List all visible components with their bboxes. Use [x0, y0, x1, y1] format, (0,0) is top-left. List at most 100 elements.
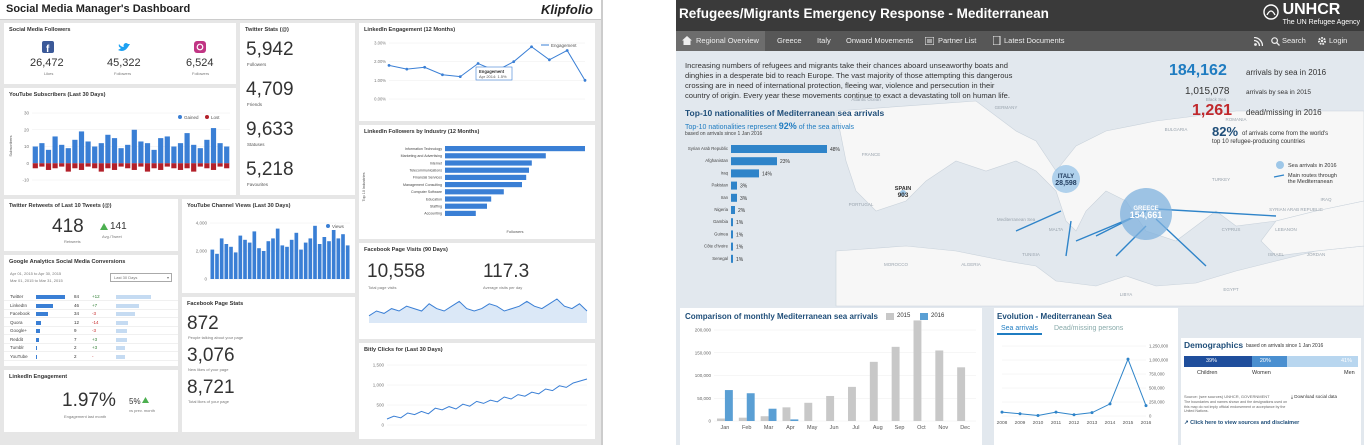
- tab-sea-arrivals[interactable]: Sea arrivals: [997, 325, 1042, 335]
- engagement-point: [458, 75, 462, 78]
- bar-2016: [746, 393, 755, 421]
- nav-label: Regional Overview: [696, 36, 759, 45]
- tab-dead-missing[interactable]: Dead/missing persons: [1054, 325, 1124, 332]
- klipfolio-logo[interactable]: Klipfolio: [541, 2, 593, 17]
- linkedin-engagement-delta-label: vs prev. month: [129, 408, 155, 413]
- twitter-followers-stat: 5,942: [246, 39, 294, 60]
- x-tick-label: Jun: [830, 425, 839, 431]
- evolution-point: [1108, 402, 1112, 406]
- men-pct: 41%: [1340, 358, 1352, 364]
- row-delta: +12: [92, 294, 100, 299]
- gained-bar: [98, 143, 104, 164]
- date-range-select[interactable]: Last 30 Days ▾: [110, 273, 172, 282]
- row-delta: +7: [92, 302, 98, 308]
- lost-bar: [217, 163, 223, 167]
- gained-bar: [217, 143, 223, 164]
- industry-label: Accounting: [424, 212, 442, 216]
- demographics-title: Demographics: [1184, 340, 1244, 350]
- y-tick-label: 1,500: [373, 363, 385, 368]
- bitly-clicks-panel: Bitly Clicks for (Last 30 Days) 1,500 1,0…: [359, 343, 595, 439]
- nationality-bar: [731, 242, 733, 251]
- row-label: LinkedIn: [10, 302, 28, 308]
- legend-views-swatch: [326, 224, 330, 228]
- twitter-followers-label: Followers: [114, 71, 132, 76]
- fb-talking-value: 872: [187, 313, 219, 334]
- lost-bar: [105, 163, 111, 169]
- x-tick-label: 2012: [1069, 420, 1080, 426]
- facebook-page-stats-panel: Facebook Page Stats 872 People talking a…: [182, 297, 355, 432]
- y-axis-label: Subscribers: [8, 135, 13, 156]
- row-value: 2: [74, 345, 77, 350]
- retweets-value: 418: [52, 216, 84, 237]
- dashboard-title: Social Media Manager's Dashboard: [6, 3, 191, 15]
- nav-italy[interactable]: Italy: [817, 36, 831, 45]
- row-label: Quora: [10, 319, 23, 325]
- nav-regional-overview[interactable]: Regional Overview: [676, 31, 765, 51]
- views-bar: [229, 246, 233, 279]
- legend-sea-arrivals-label: Sea arrivals in 2016: [1288, 163, 1337, 169]
- svg-text:f: f: [46, 44, 50, 53]
- route-arrow: [1155, 208, 1277, 217]
- views-bar: [224, 244, 229, 279]
- facebook-icon: f: [42, 41, 54, 53]
- gained-bar: [151, 149, 157, 164]
- women-pct: 20%: [1259, 358, 1271, 364]
- map-country-label: SYRIAN ARAB REPUBLIC: [1269, 207, 1324, 212]
- views-bar: [345, 245, 350, 279]
- nav-search[interactable]: Search: [1268, 31, 1312, 51]
- spain-value: 903: [898, 192, 909, 199]
- map-country-label: IRAQ: [1320, 197, 1332, 202]
- unhcr-logo[interactable]: UNHCR The UN Refugee Agency: [1262, 2, 1360, 27]
- row-sparkbar: [116, 303, 140, 308]
- y-tick-label: 10: [24, 144, 30, 149]
- up-arrow-icon: [100, 223, 108, 230]
- lost-bar: [131, 163, 137, 170]
- youtube-views-panel: YouTube Channel Views (Last 30 Days) Vie…: [182, 199, 355, 293]
- top10-share-value: 82%: [1212, 124, 1239, 139]
- nationality-bar: [731, 181, 737, 190]
- twitter-stats-panel: Twitter Stats (@) 5,942 Followers 4,709 …: [240, 23, 355, 195]
- monthly-arrivals-panel: Comparison of monthly Mediterranean sea …: [680, 308, 982, 445]
- gained-bar: [85, 141, 91, 164]
- y-tick-label: 0: [381, 423, 384, 428]
- women-segment: 20%: [1251, 356, 1287, 367]
- x-tick-label: 2014: [1105, 420, 1116, 426]
- bar-2015: [760, 416, 769, 421]
- unhcr-tagline: The UN Refugee Agency: [1282, 19, 1360, 26]
- gained-bar: [204, 139, 210, 164]
- panel-title: Twitter Retweets of Last 10 Tweets (@): [9, 203, 112, 209]
- arrivals-2015-label: arrivals by sea in 2015: [1246, 89, 1312, 96]
- nav-greece[interactable]: Greece: [777, 36, 802, 45]
- rss-icon[interactable]: [1254, 37, 1263, 46]
- gained-bar: [59, 144, 65, 164]
- nav-onward-movements[interactable]: Onward Movements: [846, 36, 914, 45]
- x-tick-label: Sep: [895, 425, 905, 431]
- x-tick-label: Jul: [852, 425, 859, 431]
- nav-partner-list[interactable]: Partner List: [920, 31, 982, 51]
- nationality-bar: [731, 169, 759, 178]
- sources-disclaimer-link[interactable]: ↗ Click here to view sources and disclai…: [1184, 420, 1299, 426]
- gained-bar: [72, 139, 78, 164]
- row-bar: [36, 346, 38, 350]
- y-tick-label: 0.00%: [374, 97, 386, 102]
- map-country-label: ISRAEL: [1268, 252, 1285, 257]
- panel-title: Bitly Clicks for (Last 30 Days): [364, 347, 443, 353]
- views-bar: [331, 230, 336, 279]
- klipfolio-dashboard: Social Media Manager's Dashboard Klipfol…: [0, 0, 603, 445]
- italy-bubble: [1052, 165, 1080, 193]
- row-bar: [36, 329, 40, 333]
- fb-total-likes-label: Total likes of your page: [188, 399, 229, 404]
- arrivals-2015-value: 1,015,078: [1185, 86, 1230, 97]
- gained-bar: [39, 143, 45, 164]
- x-tick-label: Mar: [764, 425, 774, 431]
- nav-latest-documents[interactable]: Latest Documents: [988, 31, 1070, 51]
- download-data-link[interactable]: ⤓ Download social data: [1291, 394, 1337, 399]
- y-tick-label: 30: [24, 111, 30, 116]
- row-bar: [36, 295, 65, 299]
- x-axis-label: Followers: [506, 229, 523, 234]
- industry-bar: [445, 196, 492, 202]
- nav-login[interactable]: Login: [1314, 31, 1353, 51]
- lost-bar: [39, 163, 45, 167]
- home-icon: [682, 36, 692, 45]
